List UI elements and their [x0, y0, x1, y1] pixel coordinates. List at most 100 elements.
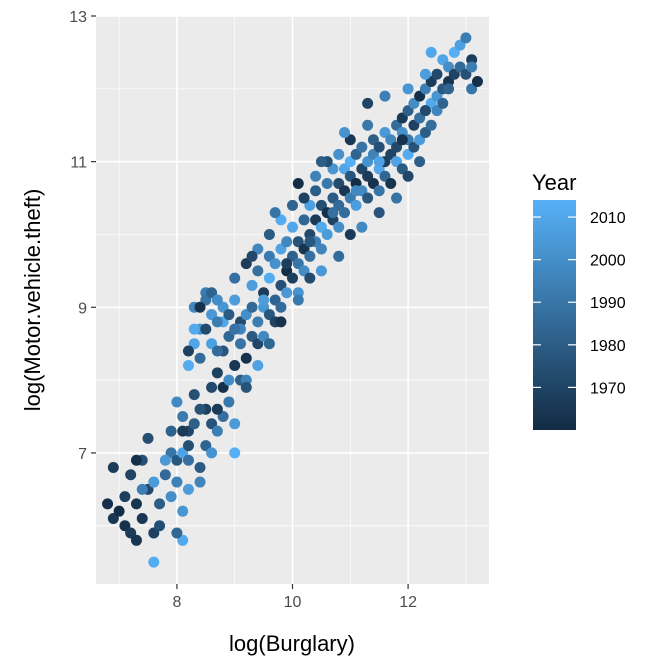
data-point: [396, 134, 408, 146]
data-points: [102, 32, 483, 568]
data-point: [379, 90, 391, 102]
data-point: [246, 250, 258, 262]
legend-break-label: 1980: [590, 338, 626, 355]
data-point: [333, 250, 345, 262]
x-axis-title: log(Burglary): [229, 631, 355, 656]
data-point: [350, 199, 362, 211]
data-point: [125, 469, 137, 481]
data-point: [333, 148, 345, 160]
color-legend: Year 1970 1980 1990 2000 2010: [532, 170, 626, 430]
data-point: [471, 76, 483, 88]
data-point: [182, 440, 194, 452]
y-tick-label: 13: [69, 9, 87, 26]
x-tick-label: 12: [399, 594, 417, 611]
data-point: [188, 418, 200, 430]
y-axis-ticks: 7 9 11 13: [69, 9, 96, 463]
data-point: [263, 228, 275, 240]
data-point: [310, 185, 322, 197]
data-point: [281, 258, 293, 270]
data-point: [229, 418, 241, 430]
data-point: [287, 272, 298, 284]
data-point: [310, 170, 322, 182]
data-point: [292, 294, 304, 306]
legend-break-label: 2000: [590, 253, 626, 270]
data-point: [425, 46, 437, 58]
data-point: [373, 185, 385, 197]
data-point: [339, 207, 351, 219]
data-point: [287, 199, 298, 211]
data-point: [315, 156, 327, 168]
data-point: [182, 454, 194, 466]
data-point: [229, 360, 241, 372]
data-point: [437, 97, 449, 109]
data-point: [194, 352, 206, 364]
x-axis-ticks: 8 10 12: [172, 584, 417, 611]
data-point: [246, 279, 258, 291]
data-point: [229, 272, 241, 284]
data-point: [154, 498, 166, 510]
data-point: [287, 221, 298, 233]
data-point: [431, 68, 443, 80]
x-tick-label: 10: [284, 594, 302, 611]
data-point: [252, 360, 264, 372]
data-point: [362, 119, 374, 131]
data-point: [350, 185, 362, 197]
data-point: [154, 520, 166, 532]
data-point: [344, 228, 356, 240]
data-point: [142, 432, 154, 444]
data-point: [315, 265, 327, 277]
data-point: [402, 83, 414, 95]
data-point: [292, 177, 304, 189]
data-point: [419, 105, 431, 117]
data-point: [182, 360, 194, 372]
data-point: [419, 68, 431, 80]
data-point: [252, 316, 264, 328]
data-point: [362, 97, 374, 109]
data-point: [148, 556, 160, 568]
data-point: [113, 505, 125, 517]
data-point: [402, 170, 414, 182]
data-point: [159, 469, 171, 481]
data-point: [223, 374, 235, 386]
data-point: [304, 236, 316, 248]
data-point: [240, 381, 252, 393]
data-point: [211, 294, 223, 306]
data-point: [107, 461, 119, 473]
data-point: [223, 309, 235, 321]
data-point: [275, 301, 287, 313]
data-point: [148, 476, 160, 488]
data-point: [304, 272, 316, 284]
data-point: [136, 512, 148, 524]
data-point: [102, 498, 114, 510]
data-point: [466, 61, 478, 73]
data-point: [281, 236, 293, 248]
data-point: [206, 381, 218, 393]
x-tick-label: 8: [172, 594, 181, 611]
data-point: [246, 301, 258, 313]
legend-break-label: 1990: [590, 295, 626, 312]
data-point: [194, 403, 206, 415]
y-tick-label: 11: [70, 155, 87, 172]
data-point: [333, 221, 345, 233]
data-point: [200, 323, 212, 335]
data-point: [269, 207, 281, 219]
data-point: [229, 294, 241, 306]
data-point: [315, 243, 327, 255]
legend-break-label: 2010: [590, 210, 626, 227]
y-tick-label: 9: [78, 300, 87, 317]
data-point: [234, 338, 246, 350]
data-point: [258, 294, 270, 306]
data-point: [211, 403, 223, 415]
grid-lines: [96, 15, 489, 584]
data-point: [159, 454, 171, 466]
data-point: [321, 228, 333, 240]
data-point: [298, 214, 310, 226]
data-point: [206, 447, 218, 459]
data-point: [177, 411, 189, 423]
legend-colorbar: [533, 200, 576, 430]
data-point: [414, 156, 426, 168]
data-point: [182, 345, 194, 357]
data-point: [211, 316, 223, 328]
data-point: [119, 491, 131, 503]
